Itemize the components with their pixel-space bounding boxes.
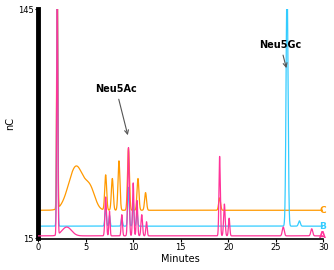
Text: B: B <box>319 222 326 231</box>
Text: A: A <box>319 231 326 240</box>
X-axis label: Minutes: Minutes <box>161 254 200 264</box>
Text: Neu5Ac: Neu5Ac <box>95 84 137 134</box>
Text: Neu5Gc: Neu5Gc <box>259 40 302 67</box>
Text: C: C <box>319 206 326 215</box>
Y-axis label: nC: nC <box>6 117 16 130</box>
